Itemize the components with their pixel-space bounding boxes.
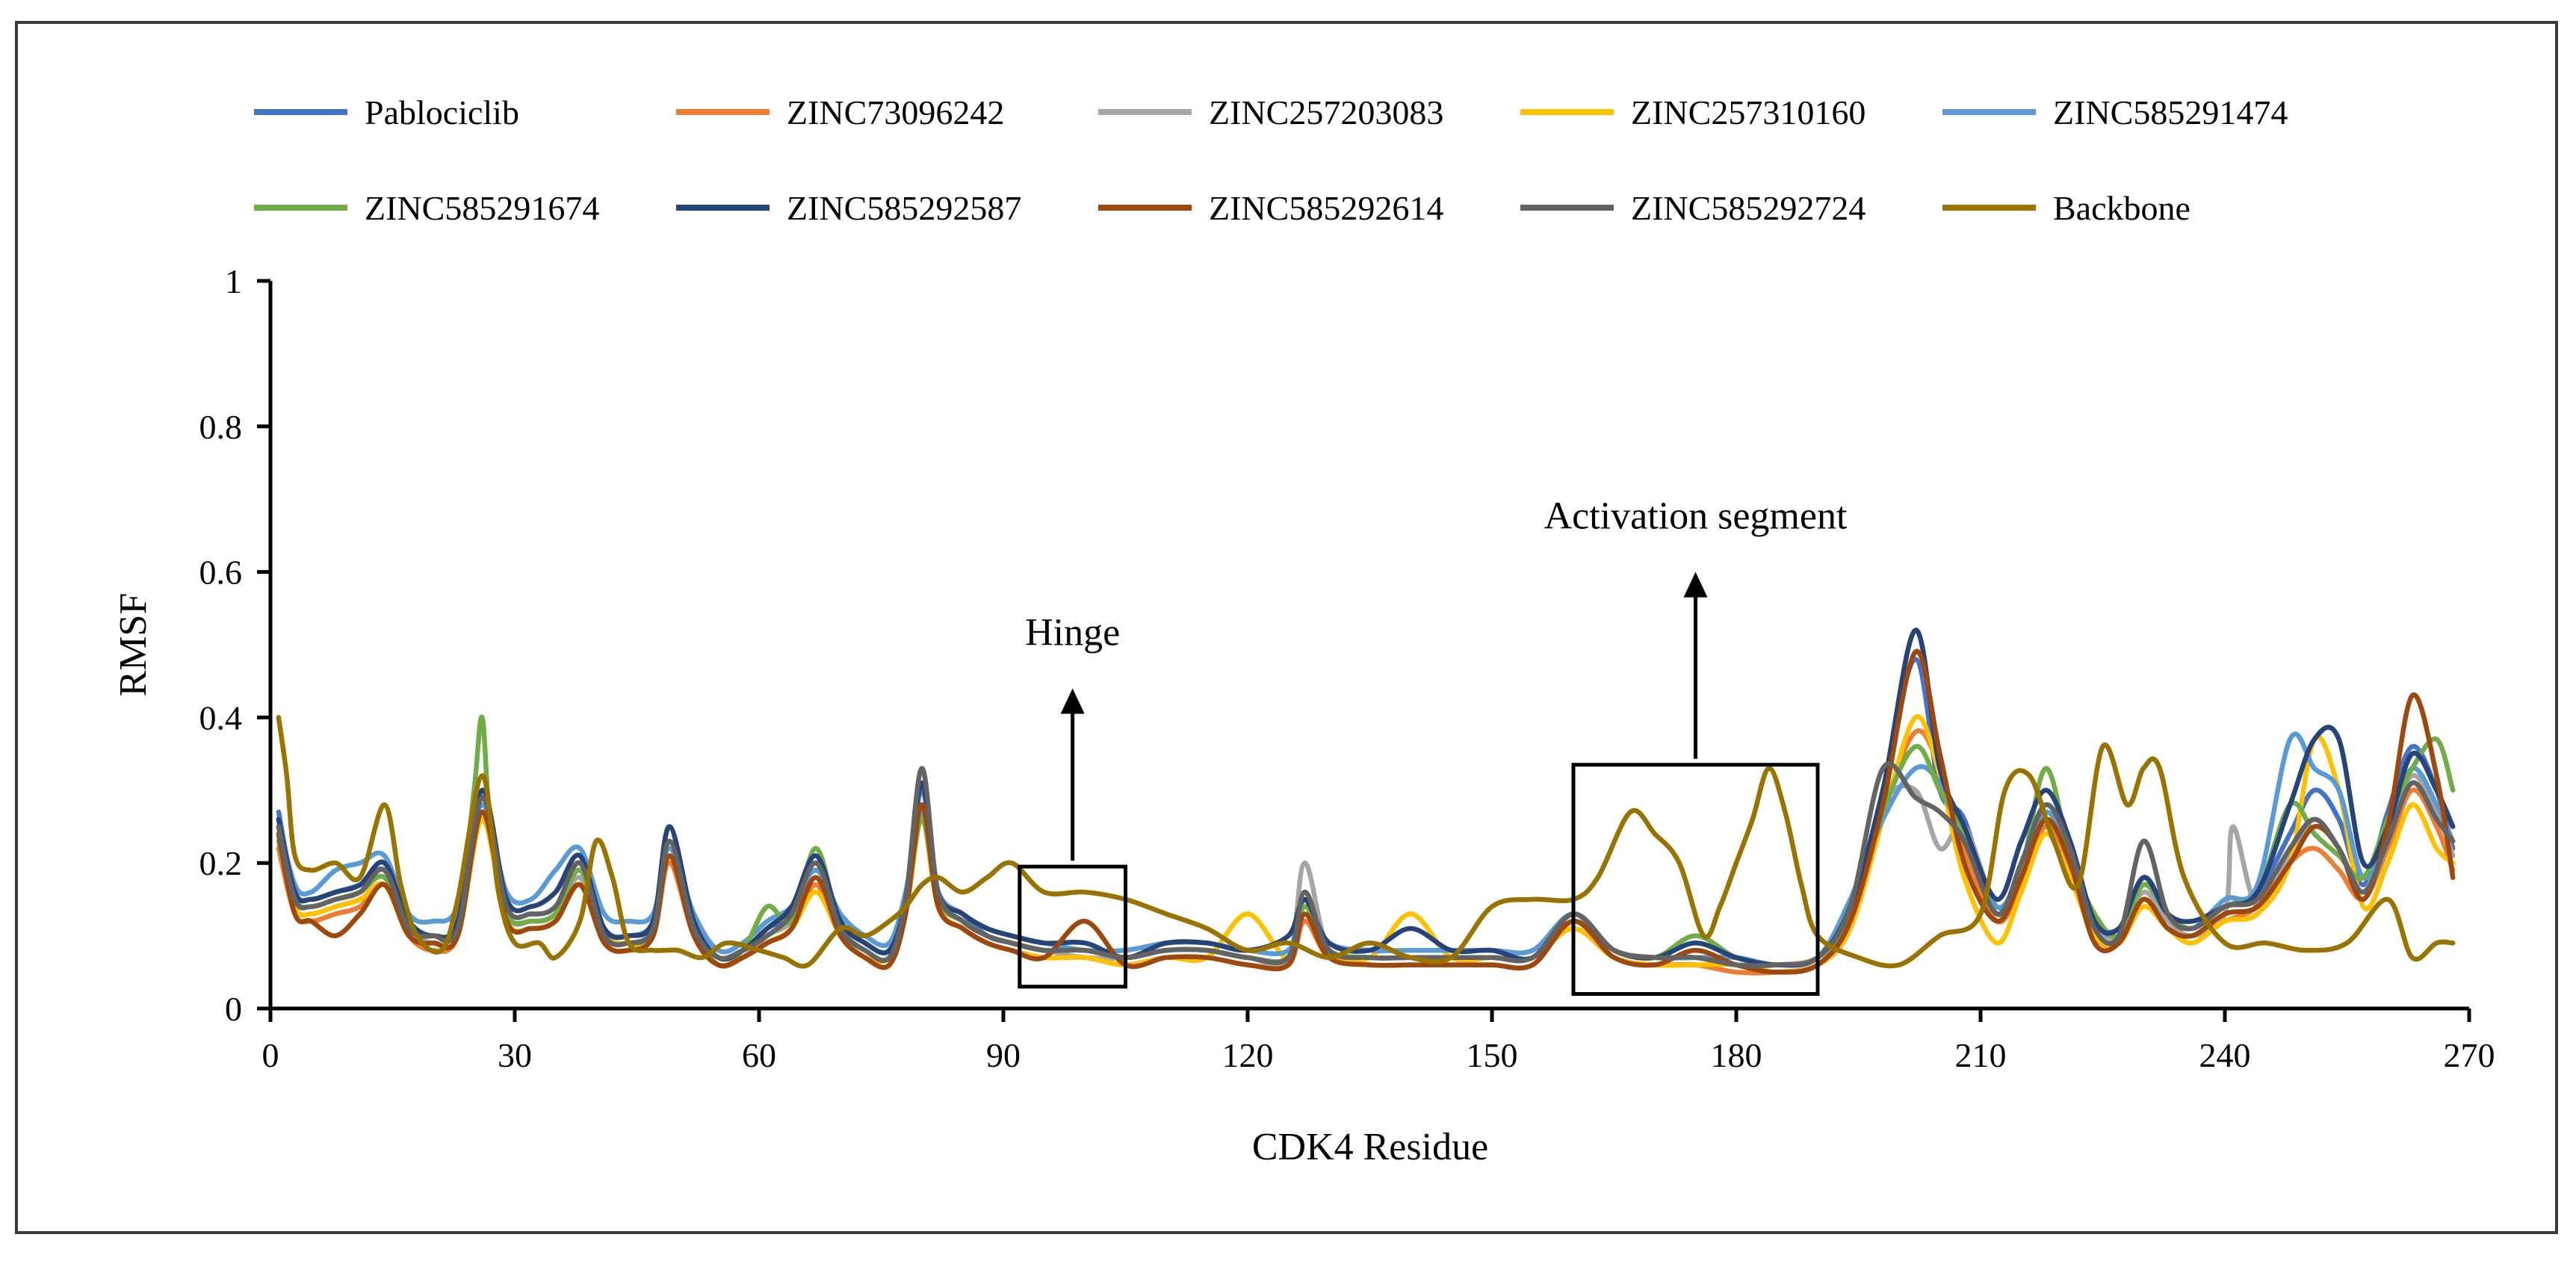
x-tick-label-150: 150 [1467,1036,1518,1074]
legend: Pablociclib ZINC73096242 ZINC257203083 ZINC… [254,93,2288,227]
x-tick-label-0: 0 [262,1036,279,1074]
annotation-box-hinge [1018,864,1128,989]
y-tick-label-0-4: 0.4 [199,698,243,737]
annotation-label-hinge: Hinge [1025,611,1120,654]
annotations: Hinge Activation segment [1018,495,1848,997]
series-line-backbone [276,715,2456,969]
legend-label-zinc585291674: ZINC585291674 [365,189,599,227]
legend-label-zinc585291474: ZINC585291474 [2053,93,2288,131]
y-tick-label-0-8: 0.8 [199,408,243,446]
x-tick-label-210: 210 [1955,1036,2007,1074]
x-axis-title: CDK4 Residue [1252,1126,1488,1168]
series-line-zinc585292614 [276,648,2456,975]
x-tick-label-120: 120 [1222,1036,1274,1074]
x-tick-label-180: 180 [1711,1036,1762,1074]
y-tick-label-0: 0 [225,990,242,1028]
legend-label-zinc585292724: ZINC585292724 [1631,189,1866,227]
annotation-box-activation-segment [1571,763,1820,997]
y-tick-label-1: 1 [225,262,242,300]
x-tick-label-60: 60 [742,1036,776,1074]
axes [268,281,2469,1011]
series-line-zinc585292724 [276,761,2456,969]
y-tick-label-0-2: 0.2 [199,844,243,882]
annotation-label-activation-segment: Activation segment [1544,495,1848,538]
legend-label-zinc585292587: ZINC585292587 [787,189,1021,227]
y-tick-label-0-6: 0.6 [199,554,243,592]
y-axis-title: RMSF [112,593,155,697]
annotation-arrowhead-hinge [1060,688,1085,714]
ticks: 0 30 60 90 120 150 180 210 240 270 0 0.2 0.4 0.6 0.8 1 [199,262,2495,1074]
legend-label-zinc257203083: ZINC257203083 [1209,93,1443,131]
x-tick-label-30: 30 [498,1036,532,1074]
series-layer [276,628,2456,976]
x-tick-label-240: 240 [2199,1036,2251,1074]
x-tick-label-90: 90 [986,1036,1021,1074]
chart-frame [15,21,2558,1234]
legend-label-backbone: Backbone [2053,189,2190,227]
annotation-arrowhead-activation-segment [1683,571,1708,598]
legend-label-zinc73096242: ZINC73096242 [787,93,1004,131]
legend-label-zinc585292614: ZINC585292614 [1209,189,1443,227]
legend-label-zinc257310160: ZINC257310160 [1631,93,1866,131]
x-tick-label-270: 270 [2444,1036,2495,1074]
legend-label-pablociclib: Pablociclib [365,93,519,131]
